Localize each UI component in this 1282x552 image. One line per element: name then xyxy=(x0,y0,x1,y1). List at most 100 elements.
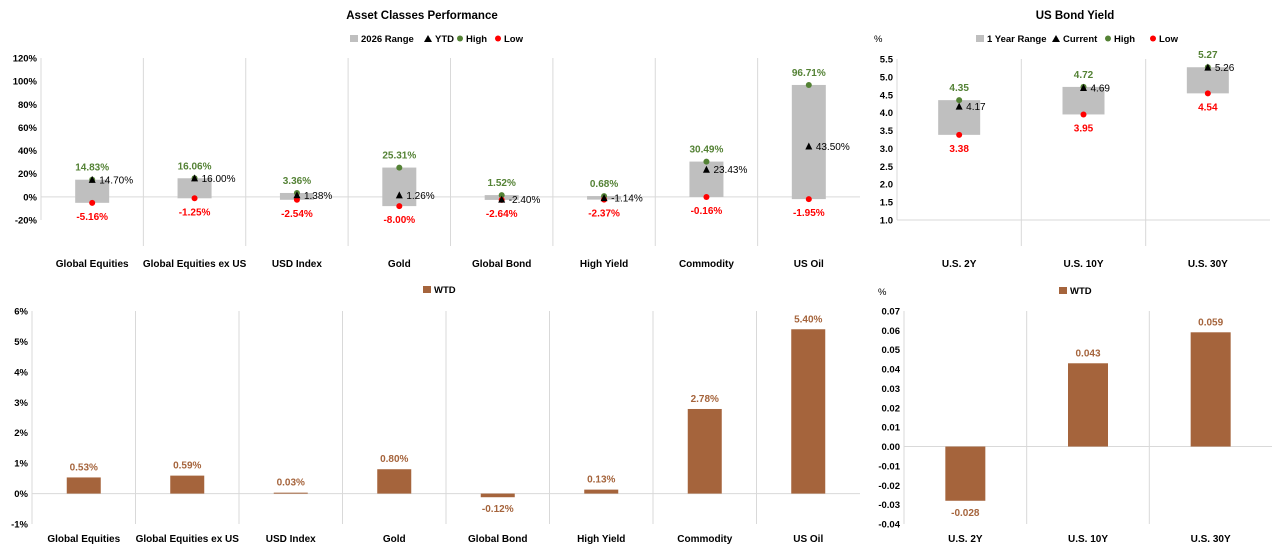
bar-chart-3-value-label: -0.028 xyxy=(951,508,980,519)
range-chart-1-legend-high-marker xyxy=(1105,35,1111,42)
range-chart-1-high-label: 4.35 xyxy=(949,83,969,94)
bar-chart-2-category-label: US Oil xyxy=(793,534,823,545)
bar-chart-2-category-label: Global Equities xyxy=(47,534,120,545)
range-chart-0-low-label: -1.25% xyxy=(179,207,211,218)
bar-chart-3-ylabel: % xyxy=(878,287,887,298)
range-chart-1-legend-current-marker xyxy=(1052,35,1060,42)
bar-chart-3-value-label: 0.043 xyxy=(1075,348,1100,359)
range-chart-1-legend-low-label: Low xyxy=(1159,34,1179,45)
bar-chart-3-bar xyxy=(1068,363,1108,447)
range-chart-0-low-label: -5.16% xyxy=(76,212,108,223)
range-chart-1-high-label: 4.72 xyxy=(1074,70,1094,81)
bar-chart-3-category-label: U.S. 30Y xyxy=(1191,534,1231,545)
range-chart-0-current-point xyxy=(498,195,506,203)
range-chart-0-high-label: 25.31% xyxy=(382,151,416,162)
bar-chart-2-ytick: 5% xyxy=(14,337,28,348)
range-chart-0-current-point xyxy=(395,191,403,199)
bar-chart-3-legend-series-swatch xyxy=(1059,287,1067,294)
range-chart-1-low-label: 4.54 xyxy=(1198,102,1218,113)
bar-chart-2-ytick: 6% xyxy=(14,307,28,318)
range-chart-0-legend-high-label: High xyxy=(466,34,487,45)
range-chart-0-category-label: Gold xyxy=(388,259,411,270)
range-chart-0-low-label: -1.95% xyxy=(793,208,825,219)
bar-chart-2-category-label: Global Bond xyxy=(468,534,527,545)
range-chart-0-high-label: 0.68% xyxy=(590,179,618,190)
range-chart-0-high-point xyxy=(498,192,505,199)
range-chart-0-low-label: -8.00% xyxy=(383,215,415,226)
bar-chart-2-value-label: 0.13% xyxy=(587,475,615,486)
range-chart-1-current-point xyxy=(1080,83,1087,91)
bar-chart-2-bar xyxy=(377,469,412,494)
range-chart-0-range-bar xyxy=(75,179,110,203)
range-chart-1-legend-low-marker xyxy=(1150,35,1156,42)
range-chart-1-ytick: 1.5 xyxy=(880,198,894,209)
bar-chart-2-value-label: 5.40% xyxy=(794,314,822,325)
bar-chart-2-ytick: -1% xyxy=(11,520,28,531)
range-chart-0-high-label: 96.71% xyxy=(792,68,826,79)
range-chart-0-range-bar xyxy=(382,167,417,207)
range-chart-1-low-point xyxy=(956,131,963,138)
bar-chart-2-ytick: 0% xyxy=(14,489,28,500)
range-chart-0-high-point xyxy=(396,164,403,171)
range-chart-1-current-label: 4.17 xyxy=(966,102,986,113)
range-chart-0-legend-low-label: Low xyxy=(504,34,524,45)
range-chart-0-ytick: 40% xyxy=(18,146,38,157)
range-chart-0-low-label: -0.16% xyxy=(691,206,723,217)
range-chart-0-current-point xyxy=(702,165,710,173)
range-chart-1-legend-range-swatch xyxy=(976,35,984,42)
range-chart-0-current-label: -1.14% xyxy=(611,194,643,205)
range-chart-0-low-label: -2.64% xyxy=(486,209,518,220)
range-chart-1-low-label: 3.38 xyxy=(949,144,969,155)
bar-chart-2-bar xyxy=(687,408,722,494)
range-chart-1-ytick: 2.5 xyxy=(880,162,894,173)
range-chart-0-legend-current-marker xyxy=(424,35,432,42)
range-chart-1-legend-current-label: Current xyxy=(1063,34,1098,45)
range-chart-0-high-point xyxy=(805,81,812,88)
bar-chart-2-category-label: Global Equities ex US xyxy=(136,534,240,545)
bar-chart-2-value-label: 2.78% xyxy=(691,394,719,405)
range-chart-1-legend-high-label: High xyxy=(1114,34,1135,45)
bar-chart-3-ytick: 0.00 xyxy=(882,442,901,453)
range-chart-1-high-label: 5.27 xyxy=(1198,50,1218,61)
bar-chart-3-ytick: -0.04 xyxy=(878,520,900,531)
range-chart-0-category-label: Global Equities ex US xyxy=(143,259,247,270)
range-chart-0-legend-low-marker xyxy=(495,35,501,42)
bar-chart-2-legend-series-swatch xyxy=(423,286,431,293)
range-chart-0-low-point xyxy=(191,195,198,202)
bar-chart-2-category-label: Commodity xyxy=(677,534,732,545)
range-chart-0-range-bar xyxy=(177,178,212,199)
range-chart-1-category-label: U.S. 2Y xyxy=(942,259,977,270)
bar-chart-2-bar xyxy=(170,475,205,494)
bar-chart-3-legend-series-label: WTD xyxy=(1070,286,1092,297)
range-chart-0-legend-range-swatch xyxy=(350,35,358,42)
bar-chart-2-ytick: 2% xyxy=(14,428,28,439)
range-chart-0-low-point xyxy=(293,196,300,203)
range-chart-0-category-label: Global Equities xyxy=(56,259,129,270)
range-chart-0-legend-high-marker xyxy=(457,35,463,42)
bar-chart-2-value-label: 0.80% xyxy=(380,454,408,465)
bar-chart-3-value-label: 0.059 xyxy=(1198,317,1223,328)
range-chart-0-ytick: 120% xyxy=(13,54,38,65)
bar-chart-2-ytick: 4% xyxy=(14,367,28,378)
bar-chart-2-category-label: High Yield xyxy=(577,534,625,545)
range-chart-0-ytick: 80% xyxy=(18,100,38,111)
bar-chart-3-category-label: U.S. 10Y xyxy=(1068,534,1108,545)
bar-chart-2-bar xyxy=(480,493,515,498)
range-chart-0-current-label: -2.40% xyxy=(509,195,541,206)
range-chart-0-low-point xyxy=(805,196,812,203)
bar-chart-2-bar xyxy=(791,329,826,494)
range-chart-0-low-point xyxy=(703,194,710,201)
range-chart-1-low-point xyxy=(1080,111,1087,118)
range-chart-0-ytick: 20% xyxy=(18,169,38,180)
range-chart-0-category-label: Global Bond xyxy=(472,259,531,270)
range-chart-1-ytick: 2.0 xyxy=(880,180,893,191)
range-chart-0-current-label: 1.38% xyxy=(304,191,332,202)
range-chart-1-low-point xyxy=(1204,90,1211,97)
range-chart-0-high-label: 3.36% xyxy=(283,176,311,187)
range-chart-0-current-label: 23.43% xyxy=(713,165,747,176)
range-chart-0-ytick: -20% xyxy=(15,216,38,227)
range-chart-0-low-label: -2.37% xyxy=(588,209,620,220)
range-chart-0-current-point xyxy=(600,194,608,202)
range-chart-0-ytick: 0% xyxy=(23,192,37,203)
